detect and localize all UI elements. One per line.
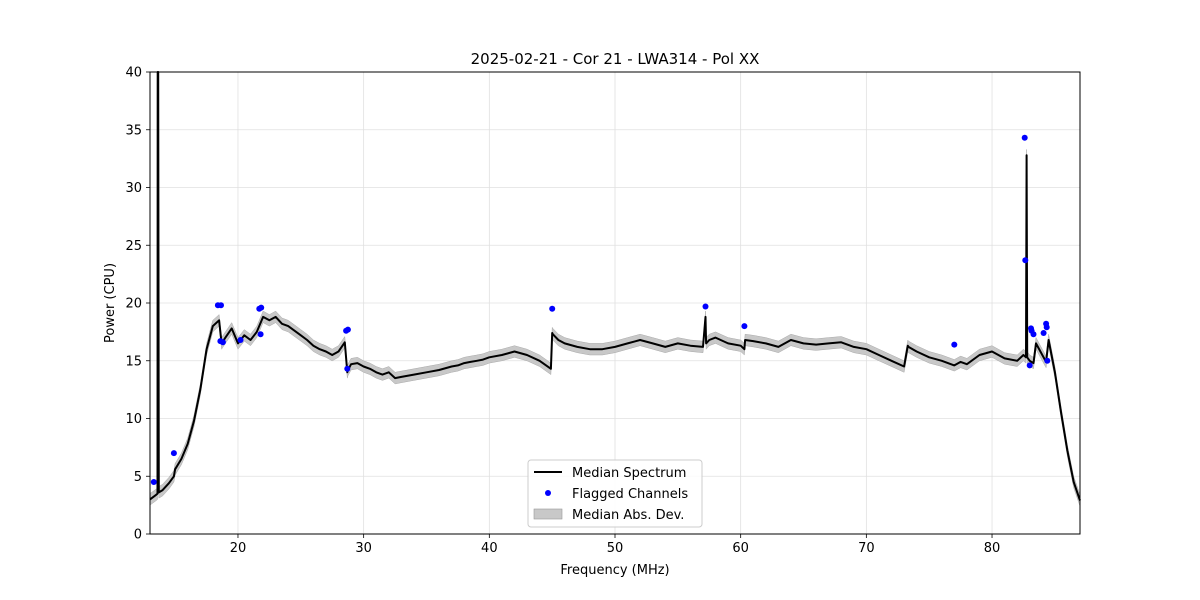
legend: Median Spectrum Flagged Channels Median … [527,459,703,528]
y-tick-label: 15 [125,354,142,369]
flagged-channels-layer [150,134,1051,485]
median-spectrum-layer [149,71,1081,501]
flagged-channel-point [257,331,264,338]
median-spectrum-line [149,71,1081,501]
flagged-channel-point [1040,330,1047,336]
y-tick-label: 30 [125,181,142,196]
y-axis-label: Power (CPU) [103,263,118,343]
flagged-channel-point [150,479,157,485]
flagged-channel-point [344,326,351,333]
legend-median-label: Median Spectrum [572,466,686,481]
chart-title: 2025-02-21 - Cor 21 - LWA314 - Pol XX [471,50,760,68]
flagged-channel-point [1026,362,1033,369]
flagged-channel-point [1030,331,1037,338]
flagged-channel-point [170,450,177,457]
x-tick-label: 60 [732,541,749,556]
y-tick-label: 35 [125,123,142,138]
flagged-channel-point [1021,134,1028,141]
legend-mad-label: Median Abs. Dev. [572,508,684,523]
x-tick-label: 50 [607,541,624,556]
flagged-channel-point [702,303,709,310]
x-axis-label: Frequency (MHz) [560,563,669,578]
axis-ticks: 20 30 40 50 60 70 80 0 5 10 15 20 25 30 35 40 [125,66,1000,557]
y-tick-label: 5 [134,470,142,485]
flagged-channel-point [1044,357,1051,364]
y-tick-label: 10 [125,412,142,427]
legend-mad-swatch [533,508,563,520]
flagged-channel-point [549,305,556,312]
flagged-channel-point [344,365,351,372]
y-tick-label: 20 [125,297,142,312]
x-tick-label: 80 [984,541,1001,556]
x-tick-label: 40 [481,541,498,556]
flagged-channel-point [741,323,748,330]
y-tick-label: 40 [125,66,142,81]
legend-flagged-label: Flagged Channels [572,487,688,502]
flagged-channel-point [1043,324,1050,331]
flagged-channel-point [219,339,226,346]
x-tick-label: 20 [230,541,247,556]
x-tick-label: 30 [355,541,372,556]
flagged-channel-point [951,341,958,348]
flagged-channel-point [258,304,265,311]
legend-flagged-swatch [545,490,551,496]
x-tick-label: 70 [858,541,875,556]
flagged-channel-point [1022,257,1029,264]
y-tick-label: 0 [134,528,142,543]
y-tick-label: 25 [125,239,142,254]
legend-box [527,459,703,528]
flagged-channel-point [218,302,224,309]
flagged-channel-point [237,337,244,343]
